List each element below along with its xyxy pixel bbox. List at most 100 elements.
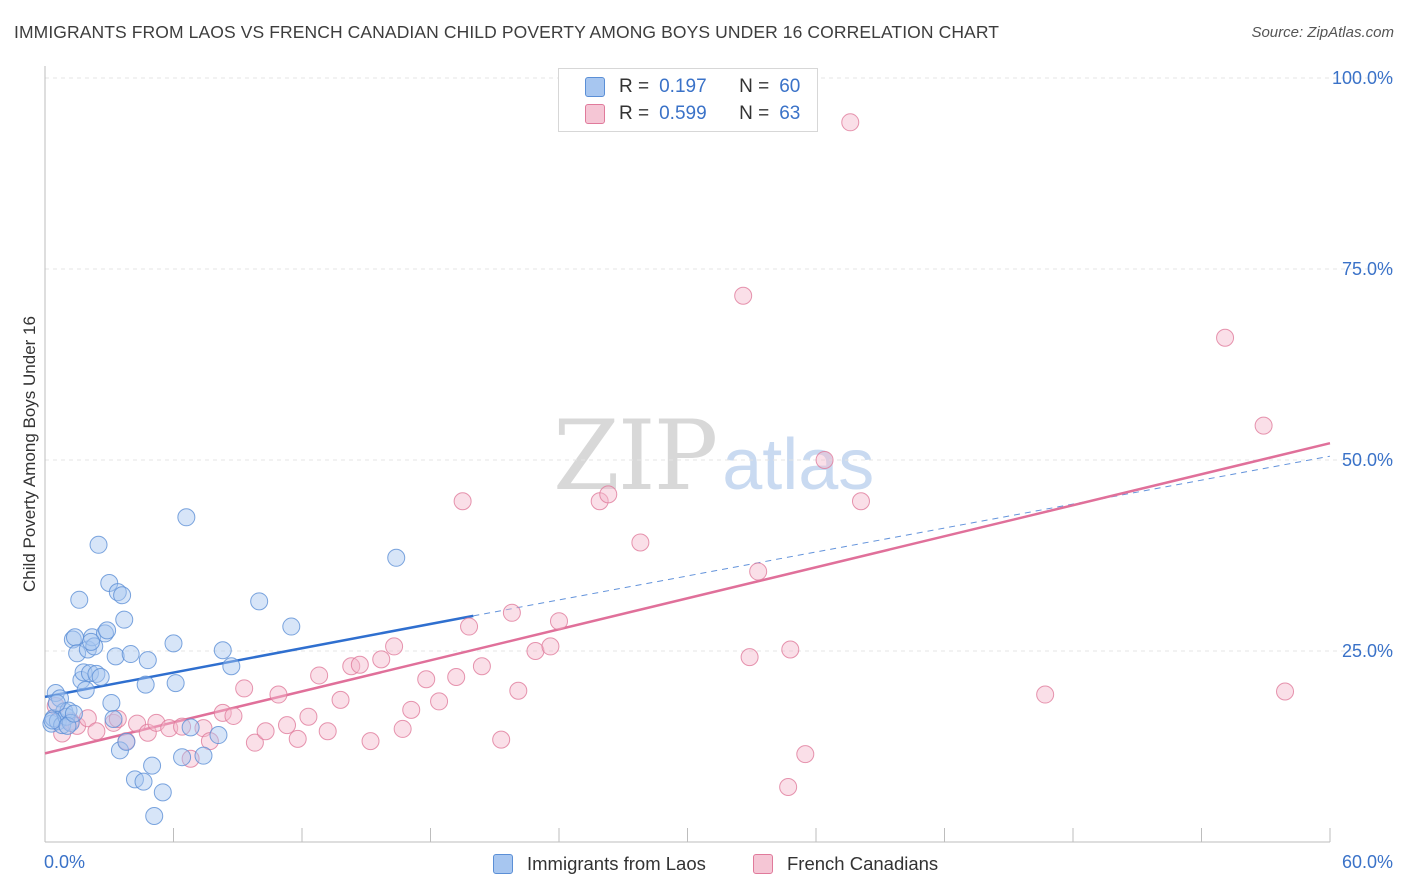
point-french-canadians <box>851 492 870 511</box>
point-french-canadians <box>417 670 436 689</box>
y-tick-label: 50.0% <box>1342 450 1393 470</box>
point-laos <box>106 647 125 666</box>
bottom-legend-label-french-canadians: French Canadians <box>787 853 939 874</box>
point-french-canadians <box>541 637 560 656</box>
trend-line-laos-extension <box>473 455 1331 617</box>
point-laos <box>63 630 82 649</box>
point-laos <box>153 783 172 802</box>
legend-swatch-laos <box>585 77 605 97</box>
point-french-canadians <box>235 679 254 698</box>
point-french-canadians <box>749 562 768 581</box>
point-french-canadians <box>447 667 466 686</box>
point-french-canadians <box>87 722 106 741</box>
point-french-canadians <box>1036 685 1055 704</box>
bottom-legend-laos: Immigrants from Laos <box>493 851 706 877</box>
watermark-zip: ZIP <box>553 400 718 512</box>
legend-r-value-laos: 0.197 <box>659 76 707 97</box>
bottom-legend-swatch-laos <box>493 854 513 874</box>
point-laos <box>98 621 117 640</box>
trend-line-laos <box>44 614 474 699</box>
point-french-canadians <box>310 666 329 685</box>
bottom-legend-french-canadians: French Canadians <box>753 851 938 877</box>
trend-line-french-canadians <box>44 441 1331 755</box>
point-laos <box>76 680 95 699</box>
point-french-canadians <box>599 485 618 504</box>
point-laos <box>194 746 213 765</box>
grid-lines <box>45 77 1395 652</box>
point-french-canadians <box>350 655 369 674</box>
legend-n-label: N = <box>739 103 770 124</box>
point-french-canadians <box>318 722 337 741</box>
point-french-canadians <box>1254 416 1273 435</box>
point-french-canadians <box>256 722 275 741</box>
point-french-canadians <box>453 492 472 511</box>
point-laos <box>102 693 121 712</box>
point-laos <box>134 772 153 791</box>
legend-row-laos: R = 0.197 N = 60 <box>585 75 800 99</box>
point-laos <box>113 586 132 605</box>
point-laos <box>70 590 89 609</box>
point-laos <box>74 663 93 682</box>
point-french-canadians <box>740 648 759 667</box>
point-french-canadians <box>734 286 753 305</box>
y-tick-label: 25.0% <box>1342 641 1393 661</box>
legend-r-label: R = <box>619 76 650 97</box>
legend-n-value-french-canadians: 63 <box>779 103 801 124</box>
point-laos <box>387 548 406 567</box>
point-french-canadians <box>1216 328 1235 347</box>
point-laos <box>166 674 185 693</box>
point-french-canadians <box>224 706 243 725</box>
legend-n-value-laos: 60 <box>779 76 801 97</box>
point-french-canadians <box>430 692 449 711</box>
point-french-canadians <box>492 730 511 749</box>
watermark: ZIPatlas <box>553 400 874 512</box>
point-french-canadians <box>402 700 421 719</box>
point-french-canadians <box>781 640 800 659</box>
point-laos <box>145 807 164 826</box>
legend-n-label: N = <box>739 76 770 97</box>
point-laos <box>91 667 110 686</box>
point-french-canadians <box>1276 682 1295 701</box>
point-french-canadians <box>278 716 297 735</box>
point-french-canadians <box>194 719 213 738</box>
legend-row-french-canadians: R = 0.599 N = 63 <box>585 102 800 126</box>
point-laos <box>282 617 301 636</box>
point-french-canadians <box>213 703 232 722</box>
point-french-canadians <box>526 642 545 660</box>
y-tick-label: 75.0% <box>1342 259 1393 279</box>
point-french-canadians <box>779 777 798 796</box>
point-french-canadians <box>631 533 650 552</box>
legend-r-label: R = <box>619 103 650 124</box>
point-laos <box>181 718 200 737</box>
point-french-canadians <box>331 690 350 709</box>
data-points <box>42 113 1295 826</box>
source-label: Source: ZipAtlas.com <box>1251 24 1394 41</box>
point-laos <box>222 657 241 676</box>
watermark-atlas: atlas <box>722 425 875 505</box>
point-french-canadians <box>108 709 127 728</box>
point-laos <box>95 624 114 643</box>
point-laos <box>164 634 183 653</box>
legend-r-value-french-canadians: 0.599 <box>659 103 707 124</box>
point-laos <box>117 732 136 751</box>
point-laos <box>143 756 162 775</box>
chart-title: IMMIGRANTS FROM LAOS VS FRENCH CANADIAN … <box>14 22 1000 42</box>
point-french-canadians <box>841 113 860 132</box>
point-french-canadians <box>160 719 179 738</box>
point-laos <box>138 651 157 670</box>
point-laos <box>136 675 155 694</box>
point-laos <box>80 664 99 683</box>
bottom-legend-swatch-french-canadians <box>753 854 773 874</box>
point-french-canadians <box>78 709 97 728</box>
point-french-canadians <box>385 637 404 656</box>
point-french-canadians <box>509 681 528 700</box>
point-french-canadians <box>460 617 479 636</box>
point-laos <box>173 748 192 767</box>
correlation-legend: R = 0.197 N = 60 R = 0.599 N = 63 <box>558 68 818 132</box>
point-laos <box>115 610 134 629</box>
point-french-canadians <box>299 707 318 726</box>
point-french-canadians <box>393 719 412 738</box>
point-french-canadians <box>502 603 521 622</box>
axes <box>44 66 1331 843</box>
